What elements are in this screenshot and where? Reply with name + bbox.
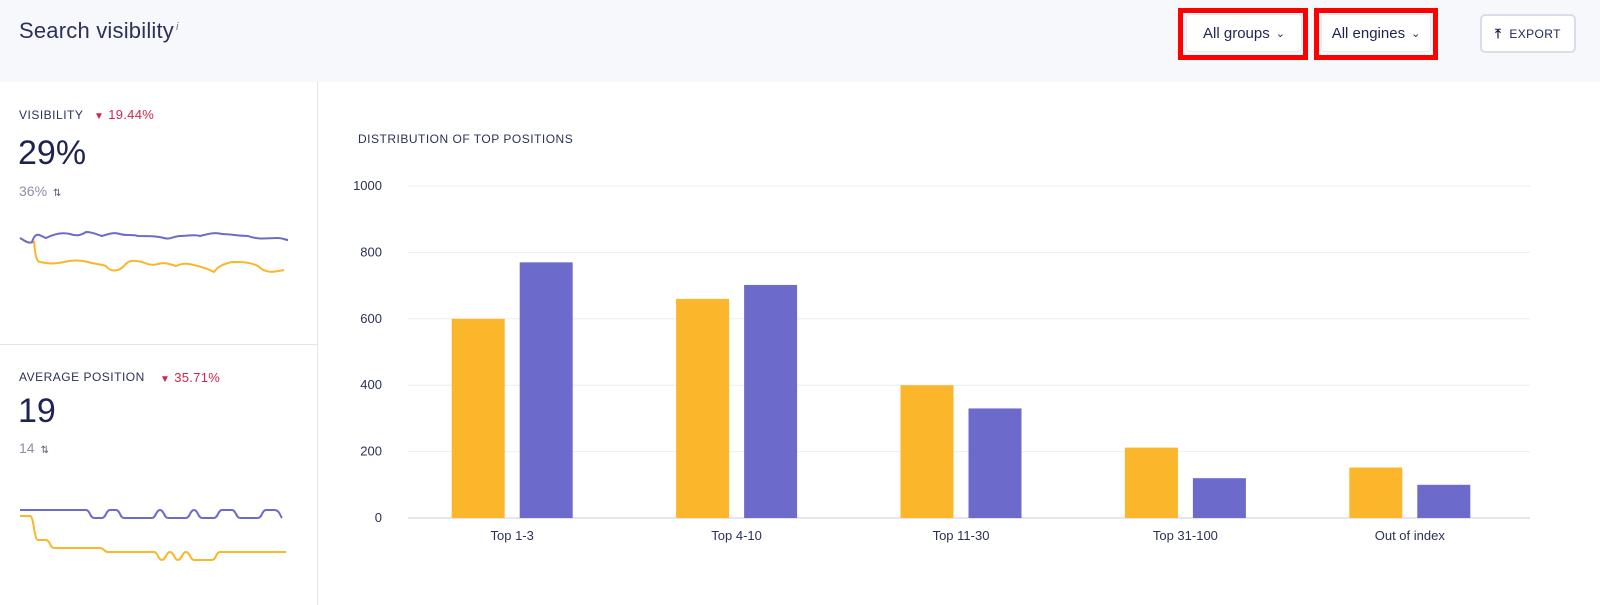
bar-current[interactable] — [1124, 447, 1178, 518]
visibility-sparkline-previous — [19, 230, 289, 244]
engines-dropdown[interactable]: All engines ⌄ — [1321, 14, 1431, 52]
swap-icon: ⇅ — [53, 188, 62, 199]
highlight-groups — [1178, 8, 1308, 60]
average-position-change: ▼ 35.71% — [160, 370, 220, 385]
export-button[interactable]: ⤒ EXPORT — [1480, 14, 1576, 53]
x-tick-label: Top 11-30 — [933, 528, 990, 543]
upload-icon: ⤒ — [1495, 25, 1502, 41]
average-position-value: 19 — [18, 392, 56, 430]
visibility-sparkline — [19, 230, 289, 274]
page-header: Search visibility i All groups ⌄ All engi… — [0, 0, 1600, 82]
y-tick-label: 600 — [360, 311, 382, 326]
y-tick-label: 1000 — [353, 178, 382, 193]
visibility-label: VISIBILITY — [19, 108, 84, 122]
visibility-previous-value: 36% — [19, 183, 48, 199]
bar-current[interactable] — [900, 385, 954, 518]
export-label: EXPORT — [1509, 26, 1561, 41]
swap-icon: ⇅ — [40, 445, 49, 456]
info-icon[interactable]: i — [176, 20, 179, 33]
average-position-sparkline-current — [20, 515, 286, 562]
chevron-down-icon: ⌄ — [1411, 27, 1421, 40]
x-tick-label: Out of index — [1375, 528, 1446, 543]
y-tick-label: 0 — [375, 510, 382, 525]
average-position-previous-value: 14 — [19, 440, 35, 456]
average-position-label: AVERAGE POSITION — [19, 370, 145, 384]
bar-previous[interactable] — [1192, 478, 1246, 518]
bar-current[interactable] — [676, 298, 730, 518]
caret-down-icon: ▼ — [94, 111, 105, 122]
y-tick-label: 200 — [360, 444, 382, 459]
average-position-sparkline-previous — [20, 508, 283, 519]
average-position-previous: 14 ⇅ — [19, 440, 49, 456]
page-title-text: Search visibility — [19, 18, 175, 43]
bar-previous[interactable] — [968, 408, 1022, 518]
groups-dropdown-label: All groups — [1203, 24, 1270, 42]
visibility-change: ▼ 19.44% — [94, 107, 154, 122]
x-tick-label: Top 4-10 — [711, 528, 762, 543]
chevron-down-icon: ⌄ — [1275, 27, 1285, 40]
bar-previous[interactable] — [744, 284, 798, 518]
highlight-engines — [1314, 8, 1438, 60]
visibility-sparkline-current — [19, 237, 285, 274]
groups-dropdown[interactable]: All groups ⌄ — [1186, 14, 1302, 52]
chart-title: DISTRIBUTION OF TOP POSITIONS — [358, 132, 574, 146]
average-position-metric: AVERAGE POSITION ▼ 35.71% 19 14 ⇅ — [0, 344, 317, 605]
chart-area: DISTRIBUTION OF TOP POSITIONS 0 200 400 600… — [318, 82, 1600, 605]
visibility-previous: 36% ⇅ — [19, 183, 61, 199]
page-title: Search visibility i — [19, 18, 179, 44]
y-tick-label: 400 — [360, 377, 382, 392]
bar-chart: 0 200 400 600 800 1000 Top 1-3 Top 4-10 Top 11-3… — [353, 178, 1530, 543]
bar-current[interactable] — [1349, 467, 1403, 518]
y-tick-label: 800 — [360, 244, 382, 259]
bar-previous[interactable] — [519, 262, 573, 518]
average-position-change-value: 35.71% — [174, 370, 221, 385]
visibility-value: 29% — [18, 134, 87, 172]
visibility-change-value: 19.44% — [108, 107, 155, 122]
x-tick-label: Top 31-100 — [1153, 528, 1218, 543]
engines-dropdown-label: All engines — [1331, 24, 1406, 42]
bar-previous[interactable] — [1417, 484, 1471, 518]
metrics-panel: VISIBILITY ▼ 19.44% 29% 36% ⇅ AVERAGE POSI… — [0, 82, 318, 605]
x-tick-label: Top 1-3 — [491, 528, 534, 543]
visibility-metric: VISIBILITY ▼ 19.44% 29% 36% ⇅ — [0, 82, 317, 345]
caret-down-icon: ▼ — [160, 374, 171, 385]
average-position-sparkline — [20, 508, 286, 562]
bar-current[interactable] — [451, 318, 505, 518]
